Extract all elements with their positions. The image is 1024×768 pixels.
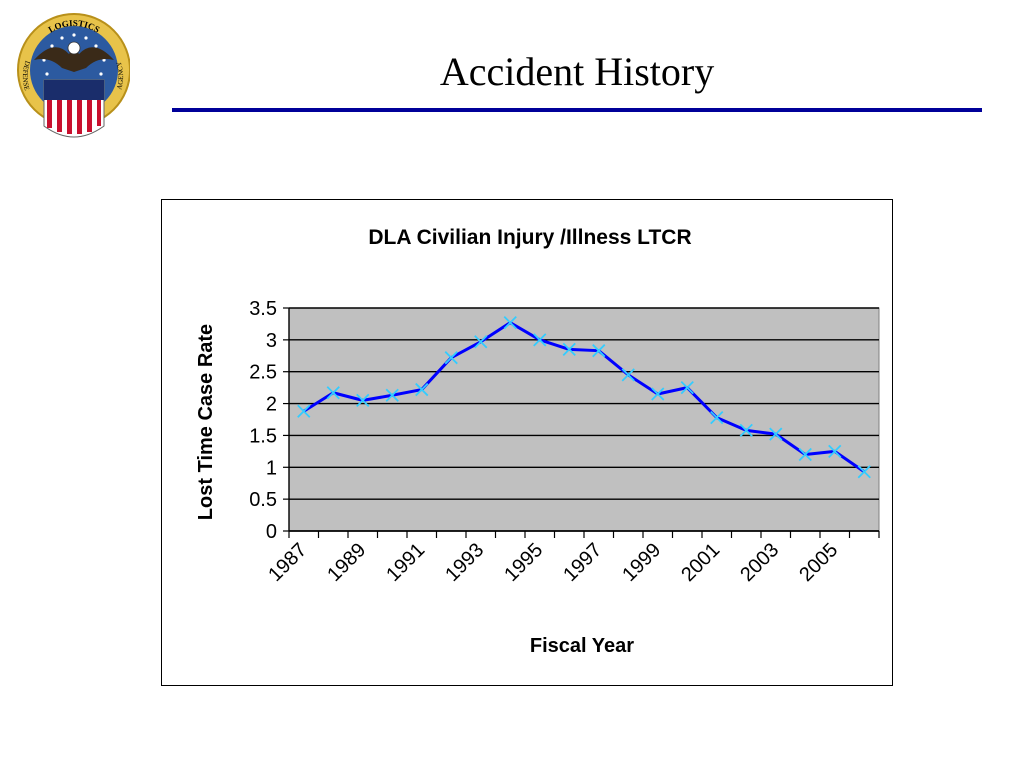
data-point-marker <box>828 444 842 458</box>
x-tick-label: 2001 <box>677 539 724 586</box>
data-point-marker <box>562 342 576 357</box>
data-point-marker <box>710 410 724 425</box>
x-tick-label: 1987 <box>264 539 311 586</box>
data-point-marker <box>739 423 753 437</box>
data-point-marker <box>592 344 606 358</box>
data-point-marker <box>769 427 783 441</box>
data-point-marker <box>297 404 311 418</box>
line-chart: DLA Civilian Injury /Illness LTCR Lost T… <box>195 226 880 657</box>
x-tick-label: 1989 <box>323 539 370 586</box>
data-point-marker <box>857 465 871 479</box>
slide-title: Accident History <box>439 49 715 94</box>
data-point-marker <box>356 393 370 408</box>
data-point-marker <box>680 381 694 395</box>
data-point-marker <box>444 351 458 365</box>
x-tick-label: 1991 <box>382 539 429 586</box>
x-tick-label: 1995 <box>500 539 547 586</box>
data-point-marker <box>474 335 488 349</box>
plot-area <box>288 307 880 532</box>
x-tick-label: 2003 <box>736 539 783 586</box>
x-axis-label: Fiscal Year <box>530 635 634 657</box>
data-point-marker <box>326 386 340 400</box>
y-tick-label: 0.5 <box>249 489 277 511</box>
data-point-marker <box>651 387 665 401</box>
data-point-marker <box>503 316 517 330</box>
x-tick-label: 2005 <box>795 539 842 586</box>
chart-frame: DLA Civilian Injury /Illness LTCR Lost T… <box>161 199 893 686</box>
title-divider <box>172 108 982 112</box>
data-point-marker <box>415 382 429 397</box>
x-tick-label: 1993 <box>441 539 488 586</box>
y-tick-label: 3.5 <box>249 298 277 320</box>
y-tick-label: 3 <box>266 330 277 352</box>
y-tick-label: 2 <box>266 394 277 416</box>
chart-title: DLA Civilian Injury /Illness LTCR <box>368 226 691 249</box>
x-tick-label: 1997 <box>559 539 606 586</box>
data-point-marker <box>385 388 399 402</box>
y-tick-label: 1 <box>266 457 277 479</box>
y-tick-label: 2.5 <box>249 362 277 384</box>
y-axis-label: Lost Time Case Rate <box>195 324 217 520</box>
data-point-marker <box>533 333 547 347</box>
logo-text-left: DEFENSE <box>21 60 32 91</box>
dla-logo: LOGISTICS DEFENSE AGENCY <box>14 8 131 148</box>
data-point-marker <box>621 368 635 382</box>
logo-text-right: AGENCY <box>115 61 125 91</box>
x-tick-label: 1999 <box>618 539 665 586</box>
y-tick-label: 0 <box>266 521 277 543</box>
data-point-marker <box>798 447 812 462</box>
y-tick-label: 1.5 <box>249 425 277 447</box>
series-line <box>302 321 866 473</box>
